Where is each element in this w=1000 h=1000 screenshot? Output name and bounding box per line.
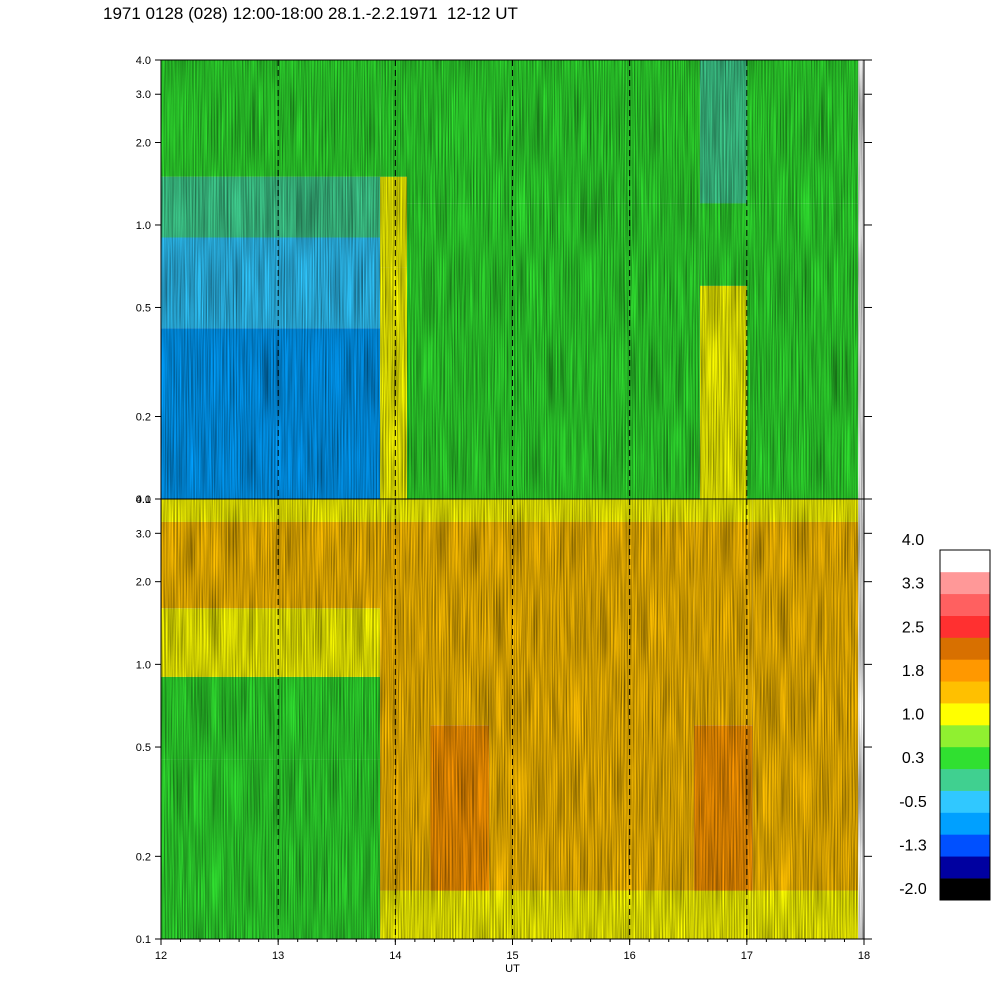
colorbar-label: 1.0 (902, 707, 924, 724)
y-tick-label: 0.5 (136, 742, 151, 754)
upper-spectrogram-panel (161, 60, 864, 499)
y-tick-label: 2.0 (136, 137, 151, 149)
colorbar-swatch (940, 681, 990, 704)
x-tick-label: 12 (155, 950, 167, 962)
lower-spectrogram-panel (161, 499, 864, 939)
colorbar-swatch (940, 571, 990, 595)
colorbar-swatch (940, 768, 990, 791)
colorbar-swatch (940, 637, 990, 660)
colorbar-label: -0.5 (899, 794, 927, 811)
y-tick-label: 0.2 (136, 412, 151, 424)
colorbar-swatch (940, 659, 990, 682)
x-tick-label: 14 (389, 950, 401, 962)
heatmap-texture (164, 499, 864, 939)
y-tick-label: 3.0 (136, 89, 151, 101)
colorbar-label: 3.3 (902, 576, 924, 593)
colorbar-swatch (940, 746, 990, 770)
colorbar-label: 2.5 (902, 619, 924, 636)
colorbar: 4.0 3.3 2.5 1.8 1.0 0.3 -0.5 -1.3 -2.0 (899, 532, 991, 901)
axes-overlay: 0.10.20.51.02.03.04.00.10.20.51.02.03.04… (136, 55, 872, 975)
x-tick-label: 15 (506, 950, 518, 962)
y-tick-label: 3.0 (136, 528, 151, 540)
colorbar-swatch (940, 834, 990, 857)
y-tick-label: 0.2 (136, 851, 151, 863)
colorbar-label: -1.3 (899, 837, 927, 854)
colorbar-label: 4.0 (902, 532, 924, 549)
colorbar-swatch (940, 725, 990, 748)
colorbar-swatch (940, 856, 990, 879)
colorbar-label: -2.0 (899, 881, 927, 898)
y-tick-label: 0.1 (136, 934, 151, 946)
colorbar-swatch (940, 878, 990, 901)
y-tick-label: 4.0 (136, 55, 151, 67)
colorbar-frame (939, 549, 991, 901)
x-axis-label: UT (505, 963, 520, 975)
colorbar-label: 0.3 (902, 750, 924, 767)
x-tick-label: 17 (741, 950, 753, 962)
x-tick-label: 18 (858, 950, 870, 962)
y-tick-label: 4.0 (136, 494, 151, 506)
colorbar-swatch (940, 615, 990, 638)
x-tick-label: 13 (272, 950, 284, 962)
colorbar-swatch (940, 550, 990, 573)
y-tick-label: 0.5 (136, 302, 151, 314)
y-tick-label: 2.0 (136, 577, 151, 589)
y-tick-label: 1.0 (136, 659, 151, 671)
colorbar-swatch (940, 593, 990, 616)
colorbar-swatch (940, 790, 990, 813)
x-tick-label: 16 (624, 950, 636, 962)
y-tick-label: 0.1 (136, 494, 151, 506)
colorbar-label: 1.8 (902, 663, 924, 680)
colorbar-swatch (940, 703, 990, 726)
heatmap-texture (164, 60, 864, 499)
colorbar-swatch (940, 812, 990, 835)
page-title: 1971 0128 (028) 12:00-18:00 28.1.-2.2.19… (103, 4, 518, 23)
y-tick-label: 1.0 (136, 220, 151, 232)
